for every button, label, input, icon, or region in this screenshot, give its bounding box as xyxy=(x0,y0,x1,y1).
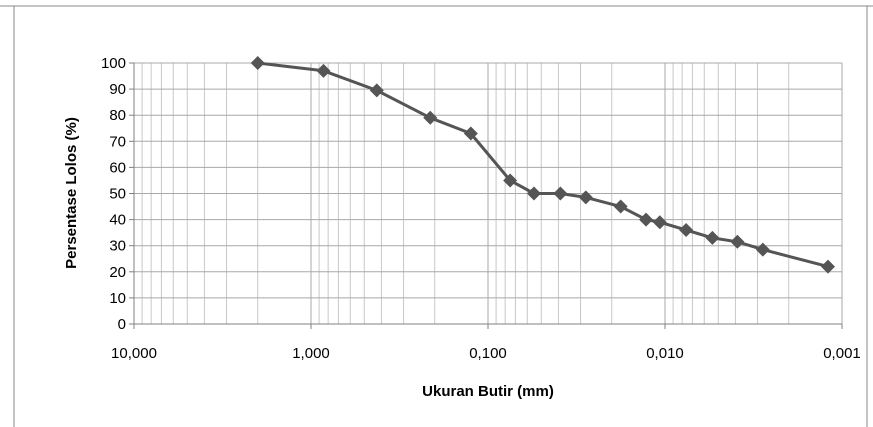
data-point-marker xyxy=(755,242,770,257)
y-axis-title: Persentase Lolos (%) xyxy=(63,117,80,269)
x-tick-label: 0,001 xyxy=(823,345,861,362)
data-point-marker xyxy=(369,83,384,98)
x-tick-label: 0,010 xyxy=(646,345,684,362)
y-tick-label: 30 xyxy=(109,238,126,255)
data-point-marker xyxy=(613,199,628,214)
data-point-marker xyxy=(639,212,654,227)
data-point-marker xyxy=(553,186,568,201)
y-tick-label: 70 xyxy=(109,133,126,150)
data-point-marker xyxy=(820,259,835,274)
y-tick-label: 80 xyxy=(109,107,126,124)
data-point-marker xyxy=(526,186,541,201)
series-line xyxy=(257,61,829,269)
data-point-marker xyxy=(250,56,265,70)
data-point-marker xyxy=(503,173,518,188)
data-point-marker xyxy=(705,230,720,245)
y-tick-label: 50 xyxy=(109,186,126,203)
x-tick-label: 1,000 xyxy=(292,345,330,362)
x-tick-label: 0,100 xyxy=(469,345,507,362)
y-tick-label: 90 xyxy=(109,81,126,98)
data-point-marker xyxy=(316,63,331,78)
data-series xyxy=(250,56,835,274)
x-axis-title: Ukuran Butir (mm) xyxy=(422,383,554,400)
data-point-marker xyxy=(423,110,438,125)
data-point-marker xyxy=(679,223,694,238)
tick-labels: 0 10 20 30 40 50 60 70 80 90 100 10,000 1,000 0,100 0,… xyxy=(101,55,861,362)
data-point-marker xyxy=(463,126,478,141)
y-tick-label: 10 xyxy=(109,290,126,307)
y-tick-label: 100 xyxy=(101,55,126,72)
data-point-marker xyxy=(652,215,667,230)
y-tick-label: 20 xyxy=(109,264,126,281)
data-point-marker xyxy=(578,190,593,205)
y-tick-label: 40 xyxy=(109,212,126,229)
y-tick-label: 0 xyxy=(118,316,126,333)
grid-lines xyxy=(133,62,843,324)
x-tick-label: 10,000 xyxy=(111,345,157,362)
axes xyxy=(129,62,843,329)
data-point-marker xyxy=(730,234,745,249)
y-tick-label: 60 xyxy=(109,159,126,176)
